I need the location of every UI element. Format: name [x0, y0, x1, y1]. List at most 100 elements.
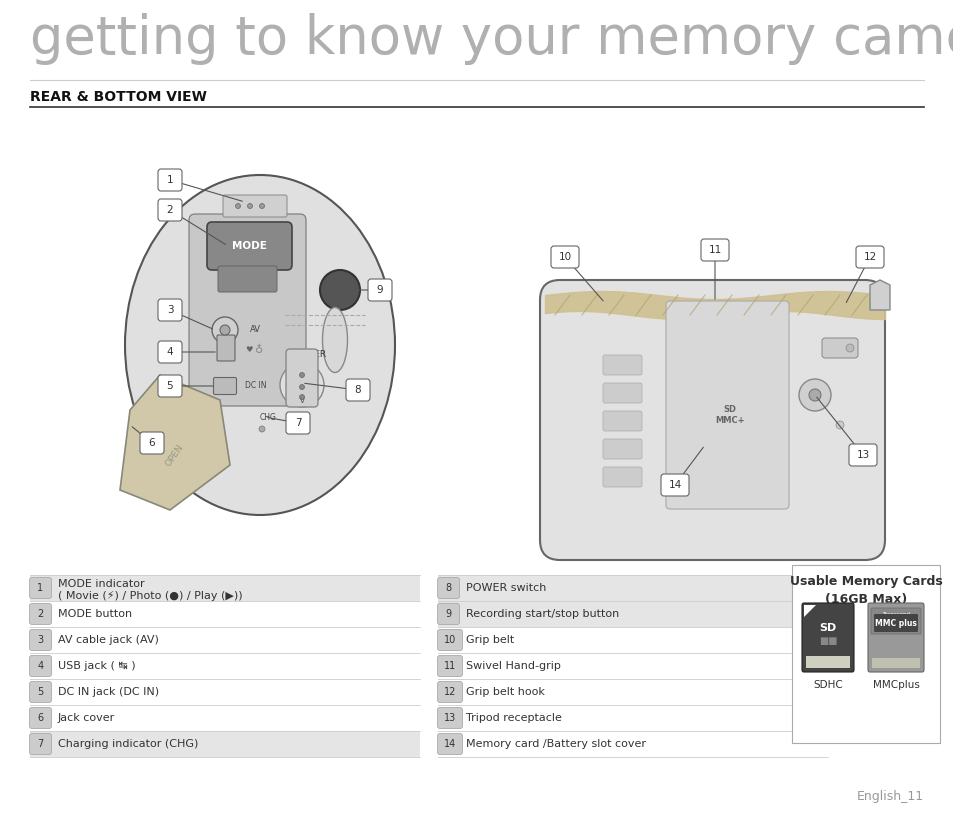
Circle shape [235, 204, 240, 209]
Text: English_11: English_11 [856, 790, 923, 803]
Text: 13: 13 [856, 450, 869, 460]
Polygon shape [869, 280, 889, 310]
Text: ( Movie (⚡) / Photo (●) / Play (▶)): ( Movie (⚡) / Photo (●) / Play (▶)) [58, 591, 242, 601]
FancyBboxPatch shape [602, 383, 641, 403]
Text: 4: 4 [167, 347, 173, 357]
Text: 14: 14 [443, 739, 456, 749]
FancyBboxPatch shape [437, 604, 459, 625]
Circle shape [259, 204, 264, 209]
FancyBboxPatch shape [216, 335, 234, 361]
Circle shape [835, 421, 843, 429]
Text: USB jack ( ↹ ): USB jack ( ↹ ) [58, 661, 135, 671]
Text: (16GB Max): (16GB Max) [824, 592, 906, 606]
Text: MODE indicator: MODE indicator [58, 579, 145, 589]
Text: v: v [299, 397, 304, 406]
Ellipse shape [125, 175, 395, 515]
Text: 1: 1 [37, 583, 44, 593]
Ellipse shape [322, 308, 347, 373]
FancyBboxPatch shape [30, 731, 419, 757]
FancyBboxPatch shape [437, 578, 459, 598]
Text: POWER: POWER [294, 351, 326, 360]
Text: MODE: MODE [232, 241, 266, 251]
Text: 2: 2 [167, 205, 173, 215]
Text: POWER switch: POWER switch [465, 583, 546, 593]
Text: Charging indicator (CHG): Charging indicator (CHG) [58, 739, 198, 749]
FancyBboxPatch shape [867, 603, 923, 672]
Circle shape [220, 325, 230, 335]
FancyBboxPatch shape [158, 199, 182, 221]
Text: 7: 7 [294, 418, 301, 428]
FancyBboxPatch shape [602, 439, 641, 459]
Polygon shape [803, 605, 815, 617]
Text: 14: 14 [668, 480, 680, 490]
FancyBboxPatch shape [801, 603, 853, 672]
FancyBboxPatch shape [189, 214, 306, 406]
FancyBboxPatch shape [665, 301, 788, 509]
FancyBboxPatch shape [207, 222, 292, 270]
FancyBboxPatch shape [286, 349, 317, 407]
Text: getting to know your memory camcorder: getting to know your memory camcorder [30, 13, 953, 65]
FancyBboxPatch shape [602, 467, 641, 487]
FancyBboxPatch shape [873, 614, 917, 632]
FancyBboxPatch shape [855, 246, 883, 268]
Circle shape [319, 270, 359, 310]
Text: 13: 13 [443, 713, 456, 723]
FancyBboxPatch shape [848, 444, 876, 466]
Circle shape [212, 317, 237, 343]
Text: AV cable jack (AV): AV cable jack (AV) [58, 635, 159, 645]
Text: 1: 1 [167, 175, 173, 185]
FancyBboxPatch shape [140, 432, 164, 454]
Text: 12: 12 [443, 687, 456, 697]
FancyBboxPatch shape [870, 608, 920, 634]
Circle shape [299, 384, 304, 389]
Text: 3: 3 [37, 635, 44, 645]
Text: ■■: ■■ [818, 636, 837, 646]
Text: SDHC: SDHC [812, 680, 842, 690]
Text: 5: 5 [37, 687, 44, 697]
Text: 11: 11 [708, 245, 720, 255]
Circle shape [845, 344, 853, 352]
FancyBboxPatch shape [30, 733, 51, 755]
Text: MMC plus: MMC plus [874, 619, 916, 628]
Text: 10: 10 [558, 252, 571, 262]
FancyBboxPatch shape [437, 629, 462, 650]
Text: 6: 6 [37, 713, 44, 723]
FancyBboxPatch shape [158, 169, 182, 191]
Circle shape [299, 373, 304, 378]
FancyBboxPatch shape [213, 378, 236, 394]
Text: 3: 3 [167, 305, 173, 315]
FancyBboxPatch shape [700, 239, 728, 261]
Text: CHG: CHG [260, 413, 276, 422]
FancyBboxPatch shape [660, 474, 688, 496]
Text: SD
MMC+: SD MMC+ [715, 405, 744, 425]
Text: MMCplus: MMCplus [872, 680, 919, 690]
FancyBboxPatch shape [437, 708, 462, 728]
FancyBboxPatch shape [368, 279, 392, 301]
Text: Grip belt: Grip belt [465, 635, 514, 645]
Text: 11: 11 [443, 661, 456, 671]
Text: DC IN: DC IN [245, 381, 266, 390]
Text: MODE button: MODE button [58, 609, 132, 619]
Circle shape [808, 389, 821, 401]
FancyBboxPatch shape [223, 195, 287, 217]
FancyBboxPatch shape [791, 565, 939, 743]
Circle shape [299, 394, 304, 399]
FancyBboxPatch shape [602, 411, 641, 431]
Text: 9: 9 [376, 285, 383, 295]
Text: Swivel Hand-grip: Swivel Hand-grip [465, 661, 560, 671]
Text: ♥: ♥ [245, 346, 253, 355]
FancyBboxPatch shape [437, 575, 827, 601]
FancyBboxPatch shape [437, 601, 827, 627]
FancyBboxPatch shape [30, 681, 51, 703]
Text: 4: 4 [37, 661, 44, 671]
FancyBboxPatch shape [158, 341, 182, 363]
Text: Transcend: Transcend [882, 612, 909, 617]
FancyBboxPatch shape [346, 379, 370, 401]
FancyBboxPatch shape [30, 604, 51, 625]
Text: SD: SD [819, 623, 836, 633]
Text: DC IN jack (DC IN): DC IN jack (DC IN) [58, 687, 159, 697]
FancyBboxPatch shape [805, 656, 849, 668]
FancyBboxPatch shape [437, 681, 462, 703]
FancyBboxPatch shape [30, 708, 51, 728]
FancyBboxPatch shape [437, 656, 462, 676]
